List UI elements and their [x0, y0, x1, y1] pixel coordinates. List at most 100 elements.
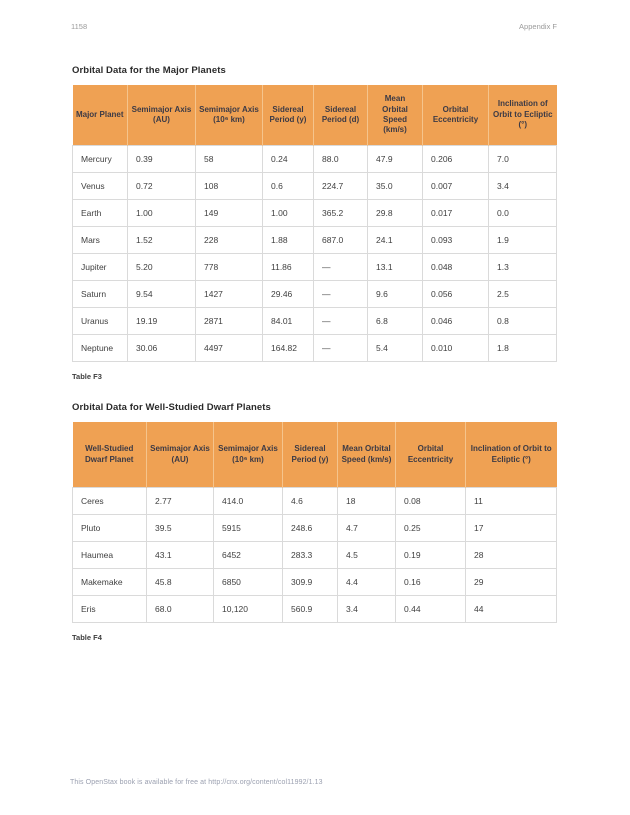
table-row: Mars 1.52 228 1.88 687.0 24.1 0.093 1.9	[72, 226, 557, 254]
table-cell: 47.9	[367, 145, 423, 173]
column-header: Sidereal Period (y)	[282, 422, 338, 488]
table-cell: 43.1	[146, 541, 214, 569]
table-cell: 1.3	[488, 253, 557, 281]
table-cell: 0.046	[422, 307, 489, 335]
table-row: Saturn 9.54 1427 29.46—9.6 0.056 2.5	[72, 280, 557, 308]
table-header-row: Well-Studied Dwarf Planet Semimajor Axis …	[72, 422, 557, 488]
major-planets-section: Orbital Data for the Major Planets Major…	[72, 65, 557, 381]
table-cell: 0.24	[262, 145, 314, 173]
table-cell: 5.4	[367, 334, 423, 362]
dwarf-planets-table: Well-Studied Dwarf Planet Semimajor Axis …	[72, 422, 557, 623]
table-cell: 5915	[213, 514, 283, 542]
table-cell: 10,120	[213, 595, 283, 623]
table-cell: 1.00	[127, 199, 196, 227]
table-cell: 19.19	[127, 307, 196, 335]
table-cell: 0.007	[422, 172, 489, 200]
table-cell: Neptune	[72, 334, 128, 362]
table-cell: 1.88	[262, 226, 314, 254]
column-header: Mean Orbital Speed (km/s)	[367, 85, 423, 146]
table-cell: 4497	[195, 334, 263, 362]
table-cell: 248.6	[282, 514, 338, 542]
column-header: Sidereal Period (d)	[313, 85, 368, 146]
table-cell: Saturn	[72, 280, 128, 308]
table-cell: 414.0	[213, 487, 283, 515]
table-cell: 1.9	[488, 226, 557, 254]
table-cell: 0.25	[395, 514, 466, 542]
column-header: Inclination of Orbit to Ecliptic (°)	[488, 85, 557, 146]
table-cell: Mars	[72, 226, 128, 254]
column-header: Well-Studied Dwarf Planet	[72, 422, 147, 488]
table-cell: 0.19	[395, 541, 466, 569]
table-cell: 0.017	[422, 199, 489, 227]
column-header: Orbital Eccentricity	[395, 422, 466, 488]
table-cell: 9.54	[127, 280, 196, 308]
column-header: Semimajor Axis (AU)	[146, 422, 214, 488]
table-cell: 2.5	[488, 280, 557, 308]
table-cell: Jupiter	[72, 253, 128, 281]
table-cell: Uranus	[72, 307, 128, 335]
major-planets-table: Major Planet Semimajor Axis (AU) Semimajor…	[72, 85, 557, 362]
table-cell: 30.06	[127, 334, 196, 362]
table-cell: 4.5	[337, 541, 396, 569]
table-cell: 29.8	[367, 199, 423, 227]
table-cell: —	[313, 280, 368, 308]
table-cell: 28	[465, 541, 557, 569]
appendix-label: Appendix F	[519, 22, 557, 31]
table-cell: 24.1	[367, 226, 423, 254]
table-cell: 44	[465, 595, 557, 623]
table-row: Eris 68.0 10,120 560.9 3.4 0.44 44	[72, 595, 557, 623]
table-cell: 1.8	[488, 334, 557, 362]
table-cell: 45.8	[146, 568, 214, 596]
table-cell: 6452	[213, 541, 283, 569]
column-header: Semimajor Axis (10⁶ km)	[195, 85, 263, 146]
table-cell: 0.44	[395, 595, 466, 623]
table-header-row: Major Planet Semimajor Axis (AU) Semimajor…	[72, 85, 557, 146]
table-cell: 1.52	[127, 226, 196, 254]
column-header: Inclination of Orbit to Ecliptic (°)	[465, 422, 557, 488]
table-cell: 5.20	[127, 253, 196, 281]
table-cell: 7.0	[488, 145, 557, 173]
table-cell: 11.86	[262, 253, 314, 281]
table-cell: 18	[337, 487, 396, 515]
dwarf-planets-table-title: Orbital Data for Well-Studied Dwarf Plan…	[72, 402, 271, 413]
page-content: Orbital Data for the Major Planets Major…	[72, 65, 557, 642]
table-cell: 0.0	[488, 199, 557, 227]
table-row: Earth 1.00 149 1.00 365.2 29.8 0.017 0.0	[72, 199, 557, 227]
table-row: Pluto 39.5 5915 248.6 4.7 0.25 17	[72, 514, 557, 542]
table-cell: 29.46	[262, 280, 314, 308]
table-cell: Eris	[72, 595, 147, 623]
table-cell: Makemake	[72, 568, 147, 596]
table-cell: 0.08	[395, 487, 466, 515]
column-header: Orbital Eccentricity	[422, 85, 489, 146]
table-cell: 108	[195, 172, 263, 200]
table-cell: 29	[465, 568, 557, 596]
table-cell: Ceres	[72, 487, 147, 515]
table-cell: Haumea	[72, 541, 147, 569]
table-f3-caption: Table F3	[72, 372, 102, 381]
page-number: 1158	[71, 22, 88, 31]
table-row: Venus 0.72 108 0.6 224.7 35.0 0.007 3.4	[72, 172, 557, 200]
column-header: Semimajor Axis (AU)	[127, 85, 196, 146]
table-cell: 309.9	[282, 568, 338, 596]
table-cell: 35.0	[367, 172, 423, 200]
table-cell: 1.00	[262, 199, 314, 227]
table-cell: Venus	[72, 172, 128, 200]
table-cell: 0.72	[127, 172, 196, 200]
column-header: Sidereal Period (y)	[262, 85, 314, 146]
table-cell: 68.0	[146, 595, 214, 623]
table-cell: 4.6	[282, 487, 338, 515]
table-cell: 228	[195, 226, 263, 254]
table-row: Ceres 2.77 414.0 4.6 18 0.08 11	[72, 487, 557, 515]
table-cell: 164.82	[262, 334, 314, 362]
table-cell: 0.206	[422, 145, 489, 173]
table-cell: 0.39	[127, 145, 196, 173]
table-cell: 0.048	[422, 253, 489, 281]
table-cell: 0.8	[488, 307, 557, 335]
table-cell: 39.5	[146, 514, 214, 542]
table-cell: 88.0	[313, 145, 368, 173]
table-cell: Mercury	[72, 145, 128, 173]
table-row: Uranus 19.19 2871 84.01—6.8 0.046 0.8	[72, 307, 557, 335]
table-cell: 17	[465, 514, 557, 542]
table-row: Neptune 30.06 4497 164.82—5.4 0.010 1.8	[72, 334, 557, 362]
major-planets-table-title: Orbital Data for the Major Planets	[72, 65, 226, 76]
